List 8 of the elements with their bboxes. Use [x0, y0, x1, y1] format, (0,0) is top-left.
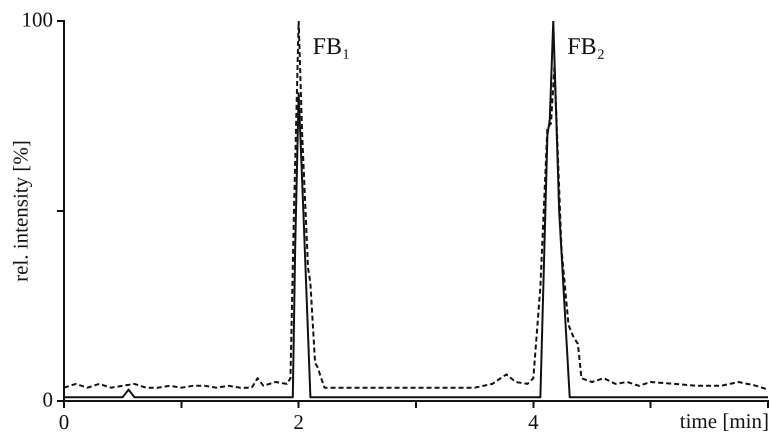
- x-tick-label: 4: [528, 410, 540, 434]
- annotation: FB₂: [567, 34, 606, 60]
- x-tick-label: 0: [58, 410, 70, 434]
- annotation: FB₁: [312, 34, 350, 60]
- y-tick-label: 100: [22, 8, 53, 32]
- y-axis-title: rel. intensity [%]: [8, 140, 33, 282]
- x-axis-title: time [min]: [680, 409, 769, 434]
- x-tick-label: 2: [293, 410, 304, 434]
